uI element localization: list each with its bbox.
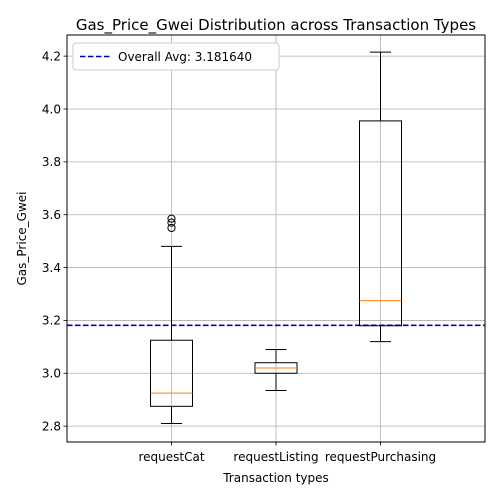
outlier-point [167, 214, 176, 223]
y-tick-label: 4.0 [42, 102, 61, 116]
y-tick-label: 3.6 [42, 208, 61, 222]
interquartile-box [150, 339, 193, 407]
chart-title: Gas_Price_Gwei Distribution across Trans… [76, 16, 476, 35]
box-requestPurchasing [359, 51, 402, 343]
y-tick-label: 3.2 [42, 314, 61, 328]
x-tick-label: requestListing [233, 450, 318, 464]
y-axis-label: Gas_Price_Gwei [15, 191, 29, 285]
x-tick-label: requestCat [138, 450, 204, 464]
y-tick-label: 3.8 [42, 155, 61, 169]
y-tick-label: 3.0 [42, 367, 61, 381]
x-tick-label: requestPurchasing [325, 450, 436, 464]
legend: Overall Avg: 3.181640 [72, 42, 280, 71]
x-axis: requestCat requestListing requestPurchasin… [138, 442, 436, 464]
legend-box [72, 42, 280, 71]
y-tick-label: 3.4 [42, 261, 61, 275]
box-requestCat [150, 214, 193, 424]
y-axis: 2.8 3.0 3.2 3.4 3.6 3.8 4.0 4.2 [42, 49, 67, 433]
legend-entry-label: Overall Avg: 3.181640 [118, 50, 252, 64]
outlier-point [167, 223, 176, 233]
y-tick-label: 4.2 [42, 49, 61, 63]
y-tick-label: 2.8 [42, 419, 61, 433]
boxes-layer [150, 51, 402, 424]
outlier-point [167, 218, 176, 227]
box-requestListing [254, 349, 298, 391]
x-axis-label: Transaction types [222, 471, 329, 485]
interquartile-box [359, 120, 402, 327]
